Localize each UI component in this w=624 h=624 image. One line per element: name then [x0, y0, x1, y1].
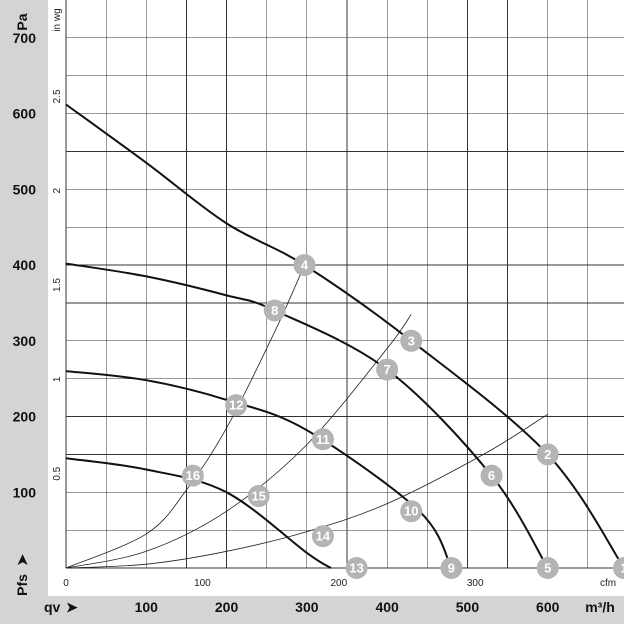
- marker-13: 13: [345, 557, 368, 579]
- marker-4: 4: [293, 254, 316, 277]
- marker-label: 15: [251, 489, 265, 504]
- marker-label: 10: [404, 504, 418, 519]
- fan-curves: [65, 103, 624, 569]
- marker-label: 6: [488, 468, 495, 483]
- marker-circle: [225, 394, 248, 417]
- cfm-tick-label: 100: [194, 578, 211, 589]
- marker-circle: [345, 557, 368, 579]
- marker-label: 9: [448, 561, 455, 576]
- marker-14: 14: [311, 525, 334, 548]
- marker-10: 10: [400, 500, 423, 523]
- y2-axis-unit-inwg: in wg: [52, 8, 63, 31]
- pa-tick-label: 100: [13, 484, 37, 500]
- marker-label: 2: [544, 447, 551, 462]
- y-axis-unit-pa: Pa: [14, 13, 30, 30]
- marker-3: 3: [400, 329, 423, 352]
- marker-7: 7: [376, 358, 399, 381]
- flow-arrow-icon: ➤: [66, 599, 78, 615]
- left-axis-band: [0, 0, 48, 624]
- system-curve-3: [65, 264, 305, 569]
- marker-label: 8: [271, 303, 278, 318]
- m3h-tick-label: 500: [456, 599, 480, 615]
- marker-9: 9: [440, 557, 463, 579]
- inwg-tick-labels: 0.5 1 1.5 2 2.5: [52, 89, 63, 481]
- pa-tick-label: 300: [13, 333, 37, 349]
- flow-symbol: qv: [44, 599, 61, 615]
- pa-tick-label: 700: [13, 30, 37, 46]
- m3h-tick-label: 100: [135, 599, 159, 615]
- pressure-arrow-icon: ➤: [14, 554, 30, 566]
- marker-circle: [376, 358, 399, 381]
- m3h-tick-labels: 100 200 300 400 500 600: [135, 599, 560, 615]
- x-axis-unit-m3h: m³/h: [585, 599, 615, 615]
- marker-label: 3: [408, 333, 415, 348]
- system-curve-2: [65, 314, 412, 569]
- system-curves: [65, 264, 548, 569]
- m3h-tick-label: 300: [295, 599, 319, 615]
- pa-tick-label: 600: [13, 106, 37, 122]
- marker-8: 8: [263, 299, 286, 322]
- marker-label: 1: [620, 561, 624, 576]
- operating-point-markers: 12345678910111213141516: [181, 254, 624, 579]
- pa-tick-label: 200: [13, 409, 37, 425]
- marker-label: 14: [316, 529, 331, 544]
- grid: [65, 0, 624, 569]
- marker-label: 5: [544, 561, 551, 576]
- marker-circle: [247, 485, 270, 508]
- marker-label: 11: [316, 432, 330, 447]
- pa-tick-labels: 100 200 300 400 500 600 700: [13, 30, 37, 500]
- marker-circle: [480, 464, 503, 487]
- marker-label: 13: [349, 561, 363, 576]
- system-curve-1: [65, 413, 548, 569]
- marker-circle: [181, 464, 204, 487]
- inwg-tick-label: 0.5: [52, 466, 63, 480]
- cfm-tick-label: 0: [63, 578, 69, 589]
- marker-label: 4: [301, 258, 309, 273]
- m3h-tick-label: 400: [375, 599, 399, 615]
- marker-circle: [400, 329, 423, 352]
- inwg-tick-label: 1.5: [52, 278, 63, 292]
- pa-tick-label: 500: [13, 181, 37, 197]
- marker-15: 15: [247, 485, 270, 508]
- cfm-tick-label: 300: [467, 578, 484, 589]
- fan-curve-4: [65, 457, 332, 569]
- marker-circle: [400, 500, 423, 523]
- inwg-tick-label: 2: [52, 187, 63, 193]
- marker-2: 2: [536, 443, 559, 466]
- inwg-tick-label: 1: [52, 376, 63, 382]
- marker-label: 12: [229, 398, 243, 413]
- fan-curve-1: [65, 103, 624, 569]
- marker-circle: [536, 557, 559, 579]
- marker-16: 16: [181, 464, 204, 487]
- marker-6: 6: [480, 464, 503, 487]
- marker-label: 7: [384, 362, 391, 377]
- marker-circle: [293, 254, 316, 277]
- fan-curve-3: [65, 370, 453, 569]
- marker-circle: [311, 428, 334, 451]
- inwg-tick-label: 2.5: [52, 89, 63, 103]
- m3h-tick-label: 600: [536, 599, 560, 615]
- marker-circle: [536, 443, 559, 466]
- marker-12: 12: [225, 394, 248, 417]
- pressure-symbol: Pfs: [14, 574, 30, 596]
- marker-circle: [440, 557, 463, 579]
- x2-axis-unit-cfm: cfm: [600, 578, 616, 589]
- cfm-tick-label: 200: [330, 578, 347, 589]
- m3h-tick-label: 200: [215, 599, 239, 615]
- marker-5: 5: [536, 557, 559, 579]
- marker-circle: [613, 557, 624, 579]
- bottom-axis-band: [0, 596, 624, 624]
- pa-tick-label: 400: [13, 257, 37, 273]
- marker-11: 11: [311, 428, 334, 451]
- marker-circle: [311, 525, 334, 548]
- marker-circle: [263, 299, 286, 322]
- marker-1: 1: [613, 557, 624, 579]
- marker-label: 16: [186, 468, 200, 483]
- cfm-tick-labels: 0 100 200 300: [63, 578, 484, 589]
